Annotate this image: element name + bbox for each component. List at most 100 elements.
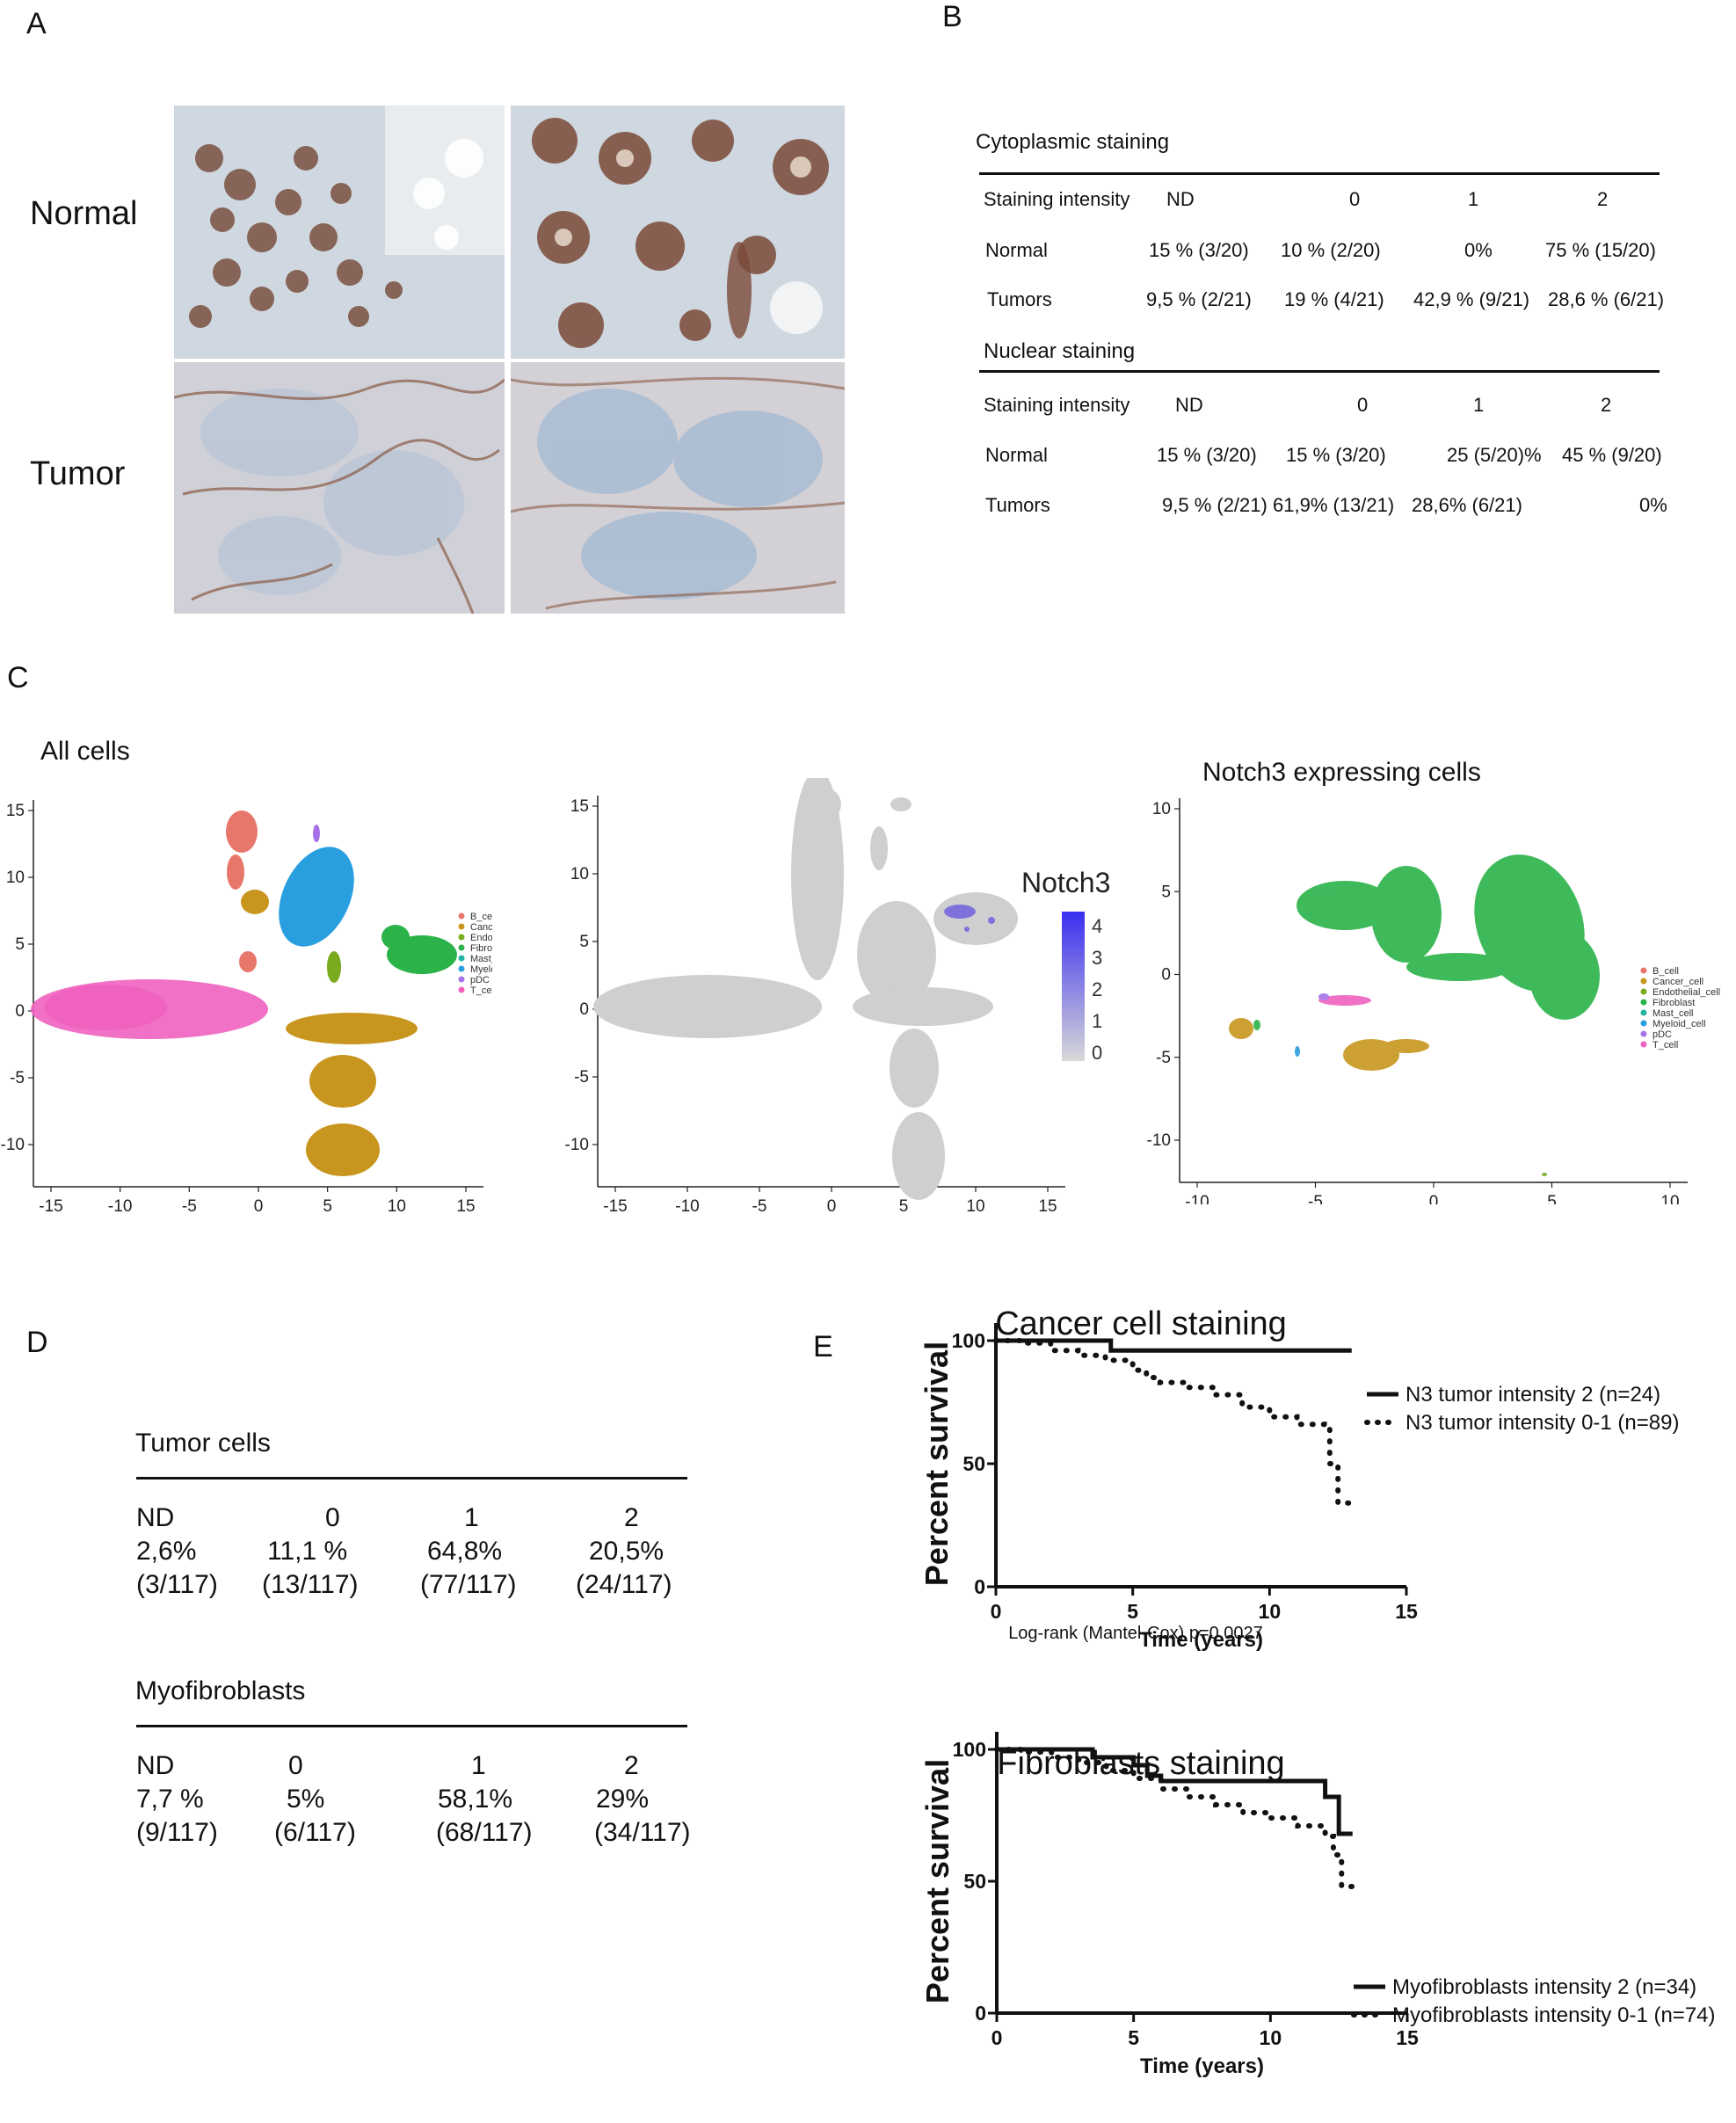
nuclear-row-tumors-nd: 9,5 % (2/21) bbox=[1162, 494, 1267, 516]
cyto-header-2: 2 bbox=[1597, 188, 1609, 210]
km-x-tick-label: 10 bbox=[1259, 1600, 1282, 1623]
nuclear-row-tumors-label: Tumors bbox=[985, 494, 1050, 516]
tumor-cells-header-0: 0 bbox=[325, 1503, 340, 1532]
km-x-tick-label: 15 bbox=[1395, 1600, 1418, 1623]
umap1-legend-label: Cancer_cell bbox=[470, 922, 492, 933]
km-series-line bbox=[993, 1338, 1355, 1509]
km-legend-label: Myofibroblasts intensity 2 (n=34) bbox=[1392, 1975, 1696, 1999]
umap-notch3-expression-cells bbox=[593, 778, 1018, 1200]
umap3-legend-label: pDC bbox=[1652, 1029, 1672, 1040]
cluster-myeloid-cell bbox=[279, 847, 354, 947]
cyto-row-tumors-nd: 9,5 % (2/21) bbox=[1146, 288, 1252, 310]
umap3-y-tick-label: -5 bbox=[1156, 1049, 1171, 1067]
panel-d-letter: D bbox=[26, 1326, 48, 1359]
km-y-tick-label: 0 bbox=[975, 2002, 986, 2025]
umap3-x-tick-label: -10 bbox=[1185, 1193, 1209, 1204]
panel-c-letter: C bbox=[7, 661, 29, 694]
cluster-pdc bbox=[313, 825, 320, 842]
umap1-legend-swatch bbox=[458, 934, 465, 941]
myofibroblasts-count-1: (68/117) bbox=[436, 1818, 533, 1847]
umap3-legend-swatch bbox=[1640, 1020, 1647, 1027]
tumor-cells-count-1: (77/117) bbox=[420, 1570, 517, 1599]
umap1-legend-swatch bbox=[458, 976, 465, 983]
tumor-cells-header-1: 1 bbox=[464, 1503, 479, 1532]
km-x-tick-label: 15 bbox=[1396, 2026, 1419, 2049]
umap3-legend-label: Cancer_cell bbox=[1652, 977, 1703, 987]
umap3-x-tick-label: -5 bbox=[1308, 1193, 1323, 1204]
tumor-cells-pct-2: 20,5% bbox=[589, 1537, 665, 1566]
umap-all-cells-title: All cells bbox=[40, 737, 130, 766]
umap-all-cells-legend: B_cellCancer_cellEndothelial_cellFibrobl… bbox=[458, 912, 492, 996]
myofibroblasts-pct-2: 29% bbox=[596, 1785, 650, 1814]
row-label-normal: Normal bbox=[30, 195, 138, 232]
umap3-legend-swatch bbox=[1640, 1030, 1647, 1037]
tumor-cells-count-nd: (3/117) bbox=[136, 1570, 218, 1599]
notch3-colorbar: Notch3 4 3 2 1 0 bbox=[1021, 867, 1110, 1064]
nuclear-header-0: 0 bbox=[1357, 394, 1369, 416]
umap3-legend-label: Myeloid_cell bbox=[1652, 1019, 1706, 1029]
umap1-legend-label: Endothelial_cell bbox=[470, 933, 492, 943]
tumor-cells-pct-nd: 2,6% bbox=[136, 1537, 197, 1566]
nuclear-row-tumors-0: 61,9% (13/21) bbox=[1273, 494, 1395, 516]
panel-b-letter: B bbox=[942, 0, 962, 33]
umap-all-cells-clusters bbox=[31, 811, 457, 1176]
tumor-cells-rule bbox=[136, 1477, 687, 1480]
colorbar-tick-label: 1 bbox=[1092, 1010, 1102, 1032]
myofibroblasts-title: Myofibroblasts bbox=[135, 1676, 306, 1705]
umap1-y-tick-label: -10 bbox=[1, 1136, 25, 1154]
tumor-cells-count-0: (13/117) bbox=[262, 1570, 359, 1599]
km-x-tick-label: 5 bbox=[1128, 2026, 1139, 2049]
nuclear-header-label: Staining intensity bbox=[984, 394, 1130, 416]
umap1-legend-swatch bbox=[458, 923, 465, 930]
tumor-cells-title: Tumor cells bbox=[135, 1429, 271, 1458]
panel-e-letter: E bbox=[813, 1330, 833, 1363]
umap2-x-tick-label: 5 bbox=[899, 1197, 909, 1216]
umap1-y-tick-label: -5 bbox=[10, 1069, 25, 1087]
umap3-legend-swatch bbox=[1640, 1009, 1647, 1016]
myofibroblasts-pct-0: 5% bbox=[287, 1785, 325, 1814]
cyto-row-tumors-0: 19 % (4/21) bbox=[1284, 288, 1384, 310]
umap2-x-tick-label: -15 bbox=[603, 1197, 627, 1216]
umap1-legend-swatch bbox=[458, 986, 465, 993]
km-x-tick-label: 10 bbox=[1260, 2026, 1282, 2049]
km-y-label: Percent survival bbox=[919, 1341, 955, 1586]
umap1-legend-swatch bbox=[458, 912, 465, 920]
umap1-x-tick-label: -15 bbox=[39, 1197, 62, 1216]
myofibroblasts-pct-1: 58,1% bbox=[438, 1785, 513, 1814]
cyto-table-rule bbox=[979, 172, 1660, 175]
umap1-legend-label: Myeloid_cell bbox=[470, 964, 492, 975]
colorbar-tick-label: 3 bbox=[1092, 947, 1102, 969]
umap2-x-tick-label: 15 bbox=[1038, 1197, 1057, 1216]
km-x-tick-label: 0 bbox=[991, 1600, 1002, 1623]
umap1-y-tick-label: 15 bbox=[6, 802, 25, 820]
cyto-row-tumors-label: Tumors bbox=[987, 288, 1052, 310]
myofibroblasts-header-nd: ND bbox=[136, 1751, 175, 1780]
umap1-legend-label: B_cell bbox=[470, 912, 492, 922]
tumor-cells-pct-0: 11,1 % bbox=[267, 1537, 348, 1566]
umap2-x-tick-label: 0 bbox=[827, 1197, 837, 1216]
cyto-row-tumors-2: 28,6 % (6/21) bbox=[1548, 288, 1665, 310]
umap2-y-tick-label: 5 bbox=[579, 933, 589, 951]
nuclear-row-normal-0: 15 % (3/20) bbox=[1286, 444, 1386, 466]
km-series-line bbox=[997, 1747, 1353, 1836]
colorbar-tick-label: 0 bbox=[1092, 1042, 1102, 1064]
cluster-b-cell bbox=[226, 811, 258, 853]
micrograph-tumor-low bbox=[174, 362, 505, 614]
km-legend-label: N3 tumor intensity 2 (n=24) bbox=[1406, 1383, 1660, 1407]
umap-notch3-expressing-cells-clusters bbox=[1229, 854, 1600, 1176]
cyto-header-label: Staining intensity bbox=[984, 188, 1130, 210]
umap2-x-tick-label: 10 bbox=[966, 1197, 984, 1216]
umap3-y-tick-label: 0 bbox=[1161, 966, 1171, 985]
myofibroblasts-count-0: (6/117) bbox=[274, 1818, 356, 1847]
umap2-y-tick-label: -10 bbox=[565, 1136, 589, 1154]
panel-a-letter: A bbox=[26, 7, 47, 40]
km-y-tick-label: 50 bbox=[962, 1452, 985, 1475]
nuclear-row-tumors-2: 0% bbox=[1639, 494, 1667, 516]
cyto-row-normal-nd: 15 % (3/20) bbox=[1149, 239, 1249, 261]
myofibroblasts-pct-nd: 7,7 % bbox=[136, 1785, 204, 1814]
umap2-y-tick-label: -5 bbox=[574, 1068, 589, 1087]
umap3-legend-swatch bbox=[1640, 999, 1647, 1006]
colorbar-gradient bbox=[1062, 912, 1085, 1061]
umap1-legend-label: pDC bbox=[470, 975, 490, 985]
